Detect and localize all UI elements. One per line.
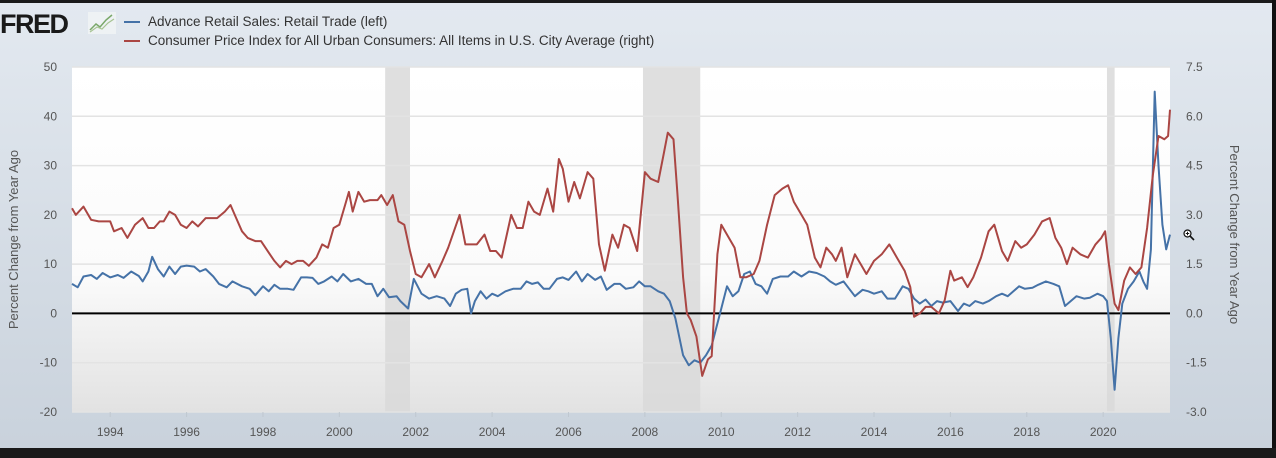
legend-item-retail-sales[interactable]: Advance Retail Sales: Retail Trade (left…: [124, 12, 654, 31]
y-axis-title-left: Percent Change from Year Ago: [6, 150, 21, 329]
zoom-in-cursor-icon: [1183, 229, 1195, 241]
y-tick-label-left: 10: [44, 257, 58, 271]
x-tick-label: 2006: [555, 425, 582, 439]
x-tick-label: 2016: [937, 425, 964, 439]
y-axis-title-right: Percent Change from Year Ago: [1227, 145, 1242, 324]
y-tick-label-right: 0.0: [1186, 306, 1203, 320]
fred-logo[interactable]: FRED: [0, 9, 69, 39]
y-tick-label-right: 1.5: [1186, 257, 1203, 271]
y-tick-label-left: 50: [44, 60, 58, 74]
y-tick-label-right: 3.0: [1186, 208, 1203, 222]
y-tick-label-right: -3.0: [1186, 405, 1207, 419]
x-tick-label: 2018: [1013, 425, 1040, 439]
y-tick-label-left: 40: [44, 109, 58, 123]
legend-label: Advance Retail Sales: Retail Trade (left…: [148, 14, 388, 29]
line-chart-icon: [88, 12, 116, 34]
y-tick-label-left: -10: [40, 356, 58, 370]
y-tick-label-right: 6.0: [1186, 109, 1203, 123]
series-line-cpi[interactable]: [71, 109, 1171, 377]
recession-band: [642, 67, 701, 412]
x-tick-label: 2020: [1090, 425, 1117, 439]
x-tick-label: 1996: [173, 425, 200, 439]
legend-swatch-blue: [124, 20, 140, 23]
x-tick-label: 2010: [708, 425, 735, 439]
window-right-edge: [1272, 0, 1276, 458]
y-tick-label-left: 30: [44, 159, 58, 173]
y-tick-label-left: 20: [44, 208, 58, 222]
series-line-retail-sales[interactable]: [71, 90, 1171, 391]
chart-legend: Advance Retail Sales: Retail Trade (left…: [124, 12, 654, 50]
recession-band: [385, 67, 410, 412]
y-tick-label-left: -20: [40, 405, 58, 419]
x-tick-label: 2012: [784, 425, 811, 439]
x-tick-label: 2014: [861, 425, 888, 439]
x-tick-label: 1998: [250, 425, 277, 439]
legend-label: Consumer Price Index for All Urban Consu…: [148, 33, 655, 48]
y-tick-label-right: 7.5: [1186, 60, 1203, 74]
window-top-edge: [0, 0, 1276, 3]
x-tick-label: 2008: [632, 425, 659, 439]
x-tick-label: 2004: [479, 425, 506, 439]
x-tick-label: 2002: [402, 425, 429, 439]
recession-band: [1106, 67, 1115, 412]
y-tick-label-right: 4.5: [1186, 159, 1203, 173]
y-tick-label-left: 0: [50, 306, 57, 320]
legend-item-cpi[interactable]: Consumer Price Index for All Urban Consu…: [124, 31, 654, 50]
window-bottom-edge: [0, 448, 1276, 458]
x-tick-label: 2000: [326, 425, 353, 439]
legend-swatch-red: [124, 39, 140, 42]
x-tick-label: 1994: [97, 425, 124, 439]
y-tick-label-right: -1.5: [1186, 356, 1207, 370]
